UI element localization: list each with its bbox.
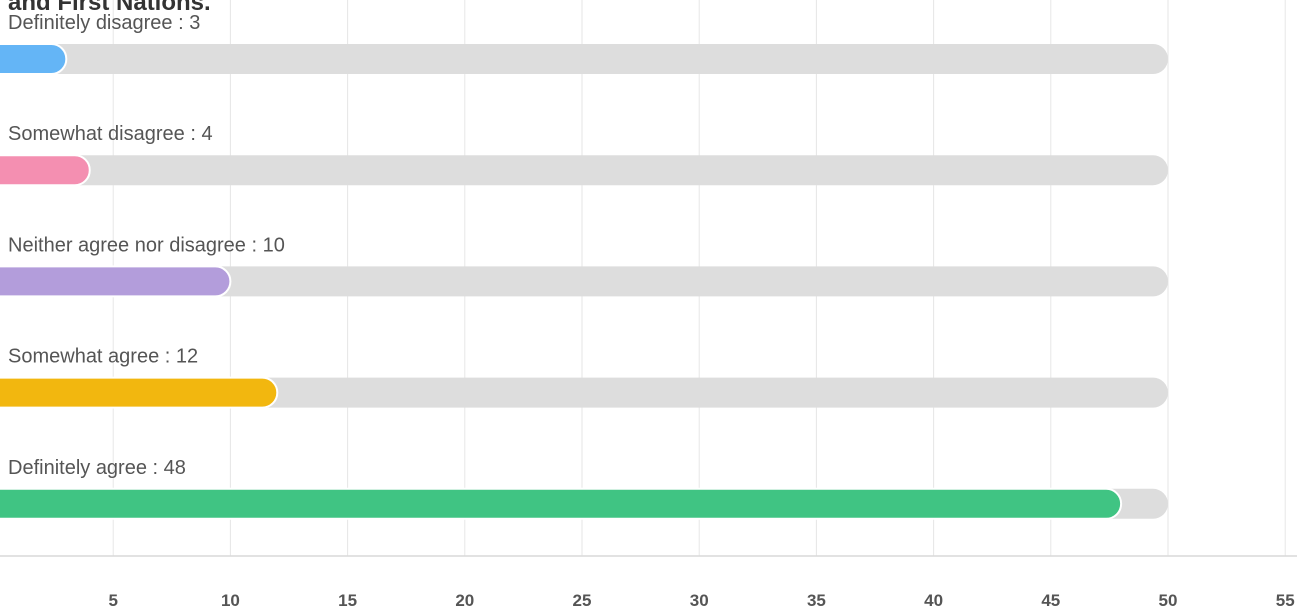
x-tick-label: 25	[573, 591, 592, 610]
bar-track	[0, 266, 1168, 297]
bar	[0, 376, 279, 409]
bar	[0, 487, 1123, 520]
x-tick-label: 30	[690, 591, 709, 610]
x-tick-label: 45	[1041, 591, 1060, 610]
x-tick-label: 15	[338, 591, 357, 610]
x-tick-label: 20	[455, 591, 474, 610]
bar-label: Neither agree nor disagree : 10	[8, 234, 285, 256]
x-tick-label: 55	[1276, 591, 1295, 610]
bar-track	[0, 155, 1168, 186]
bar-label: Definitely agree : 48	[8, 457, 186, 479]
bars	[0, 43, 1123, 520]
x-tick-label: 10	[221, 591, 240, 610]
x-axis-ticks: 5 10 15 20 25 30 35 40 45 50 55	[108, 591, 1294, 610]
bar-label: Somewhat agree : 12	[8, 346, 198, 368]
bar-track	[0, 377, 1168, 408]
bar	[0, 265, 232, 298]
x-tick-label: 35	[807, 591, 826, 610]
bar-labels: Definitely disagree : 3 Somewhat disagree…	[8, 12, 285, 479]
chart-title: and First Nations.	[8, 0, 211, 16]
bar	[0, 154, 91, 187]
x-tick-label: 5	[108, 591, 117, 610]
bar-label: Definitely disagree : 3	[8, 12, 200, 34]
x-tick-label: 40	[924, 591, 943, 610]
x-tick-label: 50	[1159, 591, 1178, 610]
bar	[0, 43, 68, 75]
bar-label: Somewhat disagree : 4	[8, 123, 213, 145]
bar-track	[0, 44, 1168, 74]
